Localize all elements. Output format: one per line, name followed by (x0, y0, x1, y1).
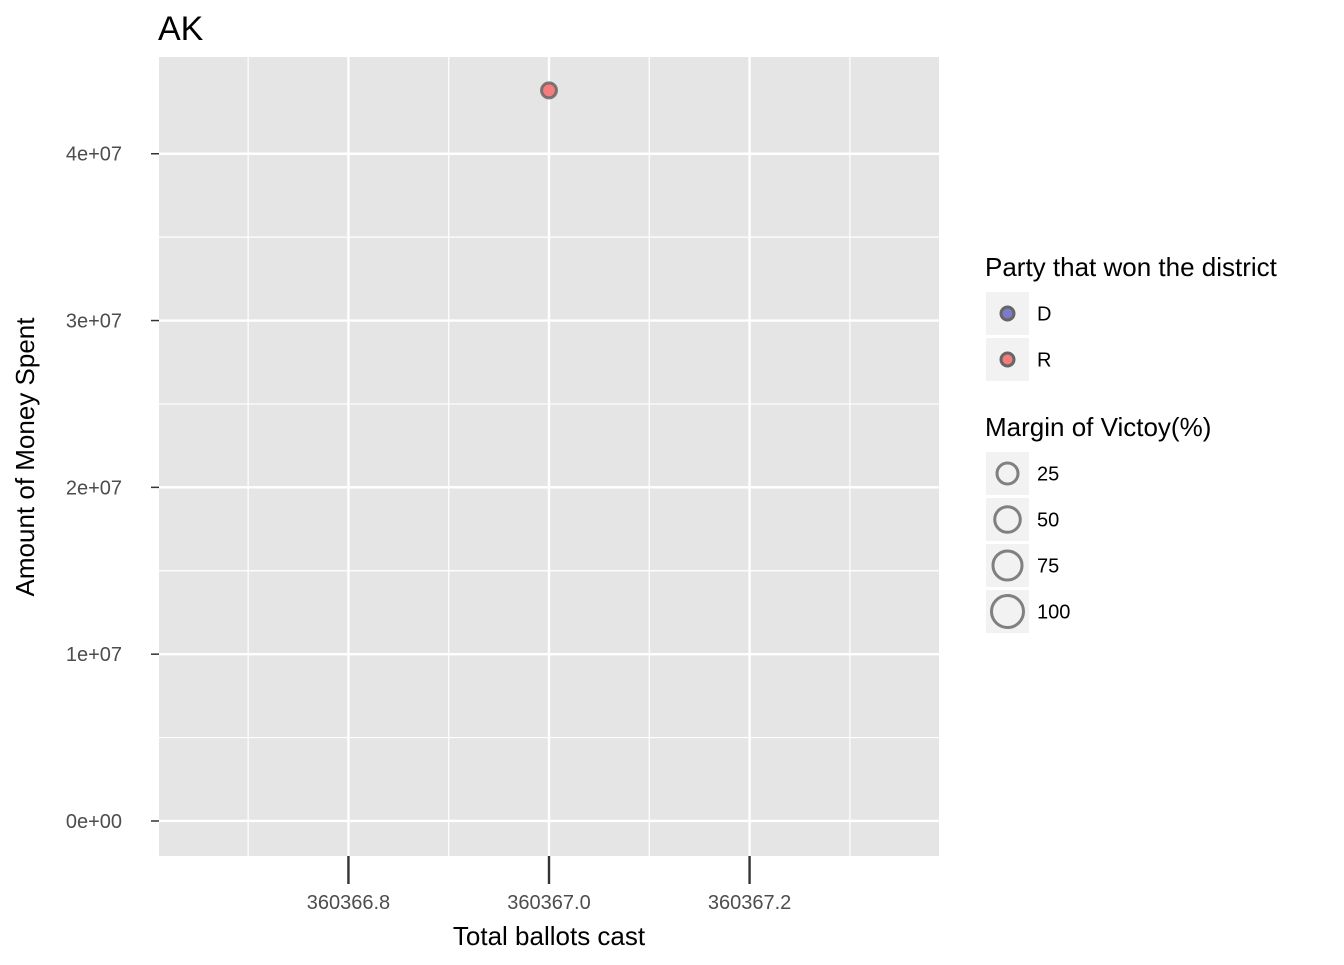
legend-size-swatch (995, 461, 1020, 486)
legend: Party that won the district D R Margin of V… (985, 252, 1278, 633)
data-points (540, 81, 558, 100)
x-axis: 360366.8 360367.0 360367.2 (307, 856, 791, 914)
legend-title: Party that won the district (985, 252, 1278, 282)
y-tick-label: 2e+07 (66, 477, 122, 499)
legend-label: 50 (1037, 510, 1059, 532)
legend-size-swatch (990, 594, 1025, 629)
legend-label: 100 (1037, 602, 1070, 624)
y-tick-label: 0e+00 (66, 811, 122, 833)
data-point-R (540, 81, 558, 100)
legend-key-background (986, 452, 1029, 495)
legend-key-background (986, 590, 1029, 633)
legend-size-swatch (991, 549, 1024, 582)
legend-swatch-D (999, 305, 1016, 322)
x-axis-title: Total ballots cast (453, 921, 646, 951)
x-tick-label: 360367.0 (507, 892, 590, 914)
y-tick-label: 1e+07 (66, 644, 122, 666)
x-tick-label: 360366.8 (307, 892, 390, 914)
legend-label: 75 (1037, 556, 1059, 578)
legend-label: R (1037, 350, 1051, 372)
legend-label: 25 (1037, 464, 1059, 486)
y-axis-title: Amount of Money Spent (10, 317, 40, 597)
y-axis: 0e+00 1e+07 2e+07 3e+07 4e+07 (66, 144, 159, 833)
chart-title: AK (158, 10, 204, 48)
x-tick-label: 360367.2 (708, 892, 791, 914)
y-tick-label: 3e+07 (66, 311, 122, 333)
y-tick-label: 4e+07 (66, 144, 122, 166)
grid-major (159, 57, 939, 856)
legend-title: Margin of Victoy(%) (985, 412, 1211, 442)
legend-label: D (1037, 304, 1051, 326)
legend-swatch-R (999, 351, 1016, 368)
legend-size-swatch (993, 505, 1022, 534)
legend-key-background (986, 498, 1029, 541)
